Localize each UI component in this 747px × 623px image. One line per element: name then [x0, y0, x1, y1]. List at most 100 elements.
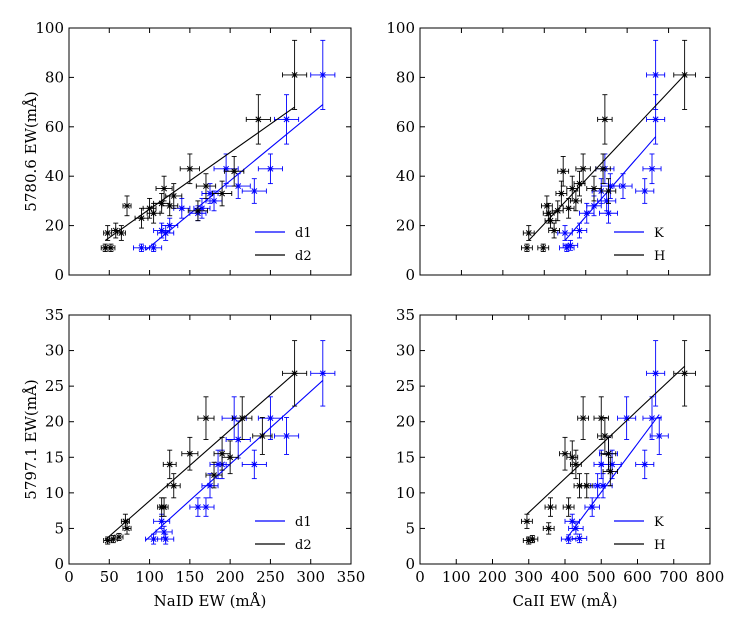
xtick-label: 300: [514, 568, 543, 586]
point-marker: [202, 415, 210, 422]
point-marker: [123, 525, 131, 532]
point-marker: [525, 229, 532, 237]
point-marker: [146, 205, 153, 212]
data-point: [142, 197, 157, 219]
point-marker: [561, 450, 569, 457]
data-point: [555, 180, 568, 207]
data-point: [241, 449, 267, 480]
data-point: [179, 153, 200, 185]
xtick-label: 100: [135, 568, 164, 586]
point-marker: [251, 461, 258, 468]
data-point: [187, 200, 209, 222]
data-point: [252, 416, 273, 455]
point-marker: [122, 518, 129, 525]
data-point: [646, 340, 666, 407]
point-marker: [569, 518, 576, 525]
data-point: [195, 173, 217, 199]
data-point: [100, 243, 110, 252]
ytick-label: 20: [396, 413, 415, 431]
point-marker: [576, 227, 583, 234]
data-point: [557, 155, 570, 187]
x-axis-label: NaID EW (mÅ): [154, 592, 267, 610]
data-point: [559, 436, 571, 471]
data-point: [224, 155, 245, 187]
data-point: [205, 461, 223, 489]
ytick-label: 5: [54, 519, 64, 537]
point-marker: [652, 71, 659, 79]
point-marker: [150, 210, 157, 217]
point-marker: [569, 185, 576, 192]
xtick-label: 800: [696, 568, 725, 586]
data-point: [274, 416, 300, 455]
legend-label-K: K: [654, 515, 664, 530]
point-marker: [572, 461, 579, 468]
point-marker: [590, 202, 598, 209]
data-point: [542, 522, 555, 535]
fit-line-H: [528, 74, 686, 241]
ytick-label: 5: [405, 519, 415, 537]
data-point: [573, 170, 586, 197]
point-marker: [210, 471, 218, 479]
point-marker: [239, 415, 246, 422]
point-marker: [569, 454, 576, 461]
point-marker: [551, 227, 558, 234]
point-marker: [547, 217, 554, 224]
data-point: [569, 449, 582, 480]
xtick-label: 0: [415, 568, 425, 586]
data-point: [162, 449, 177, 480]
data-point: [161, 217, 179, 234]
data-point: [575, 153, 591, 185]
axes-frame: [419, 27, 711, 276]
point-marker: [115, 533, 123, 541]
point-marker: [589, 503, 596, 511]
point-marker: [227, 454, 234, 461]
point-marker: [255, 116, 262, 123]
point-marker: [601, 116, 608, 123]
point-marker: [118, 229, 125, 237]
point-marker: [648, 165, 656, 172]
data-point: [600, 436, 617, 471]
data-point: [562, 197, 575, 219]
xtick-label: 600: [623, 568, 652, 586]
legend-label-K: K: [654, 226, 664, 241]
data-point: [595, 153, 611, 185]
legend-label-d2: d2: [295, 538, 312, 553]
point-marker: [598, 415, 605, 422]
ytick-label: 40: [396, 167, 415, 185]
point-marker: [603, 197, 610, 205]
data-point: [310, 39, 336, 110]
axes-frame: [68, 314, 352, 565]
point-marker: [523, 244, 531, 251]
series-H: [521, 340, 696, 545]
point-marker: [291, 71, 298, 79]
ytick-label: 30: [396, 342, 415, 360]
xtick-label: 50: [100, 568, 119, 586]
xtick-label: 400: [551, 568, 580, 586]
axes-frame: [419, 314, 711, 565]
ytick-label: 20: [45, 217, 64, 235]
ytick-label: 35: [396, 306, 415, 324]
data-point: [617, 396, 637, 440]
data-point: [282, 340, 308, 407]
x-axis-label: CaII EW (mÅ): [513, 592, 618, 610]
point-marker: [545, 525, 552, 532]
point-marker: [641, 187, 648, 195]
point-marker: [170, 192, 177, 200]
data-point: [111, 222, 121, 239]
data-point: [569, 190, 582, 212]
xtick-label: 700: [659, 568, 688, 586]
data-point: [213, 153, 239, 185]
point-marker: [160, 503, 168, 511]
point-marker: [565, 205, 572, 212]
point-marker: [231, 168, 238, 175]
point-marker: [605, 210, 612, 217]
point-marker: [543, 202, 550, 209]
point-marker: [540, 244, 547, 251]
panel-4: 0 5 10 15 20 25 30 35 0 100 200 300 400 500 600 700 800 K…: [396, 306, 724, 610]
data-point: [201, 473, 219, 499]
point-marker: [162, 535, 169, 543]
ytick-label: 0: [405, 266, 415, 284]
data-point: [155, 525, 173, 539]
fit-line-H: [526, 365, 686, 515]
point-marker: [259, 432, 266, 440]
